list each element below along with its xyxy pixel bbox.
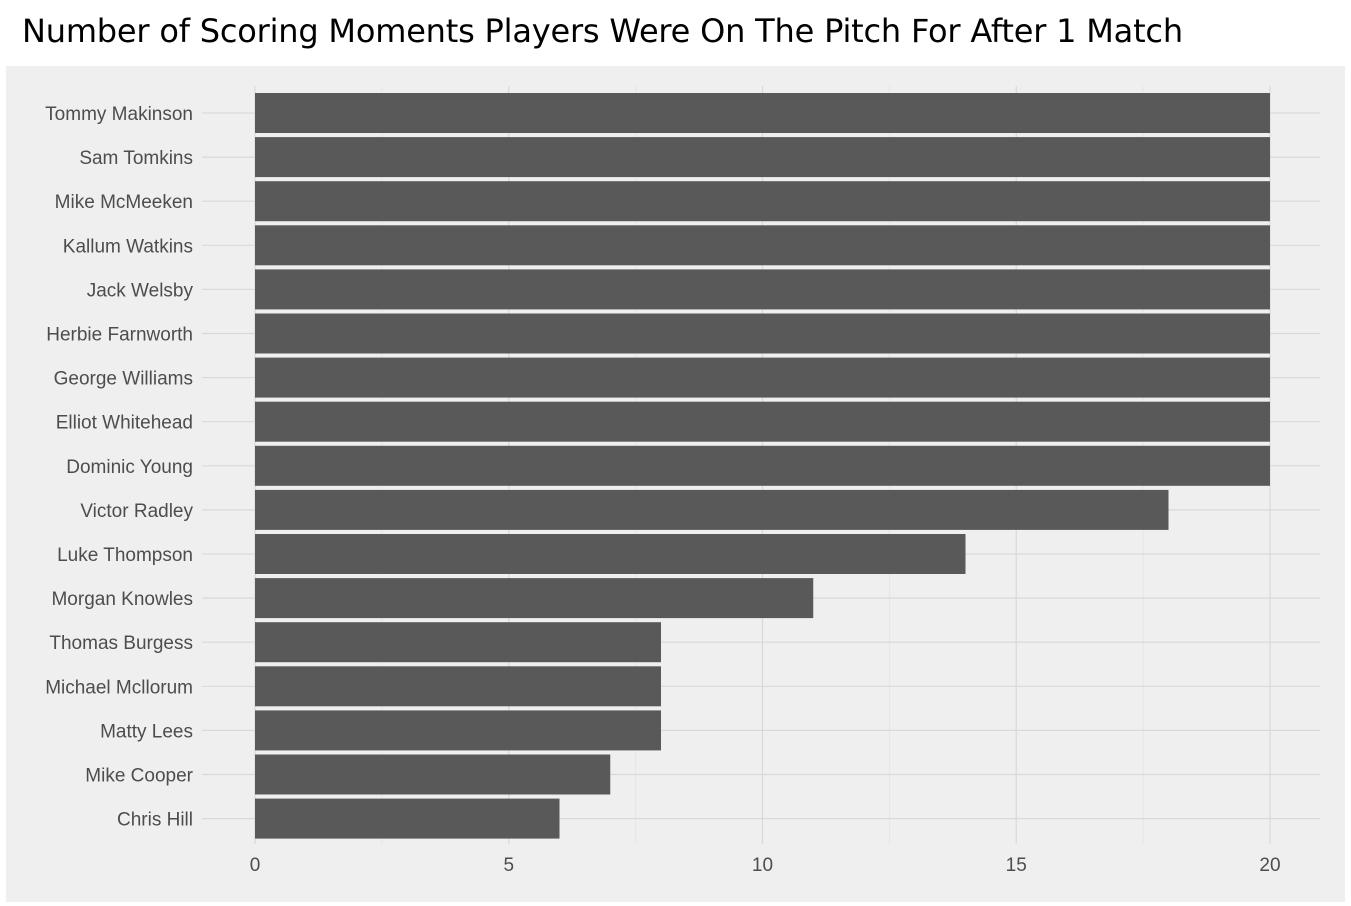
bar-herbie-farnworth — [255, 313, 1270, 354]
y-tick-label: Matty Lees — [100, 721, 193, 742]
x-tick-label: 20 — [1259, 855, 1280, 876]
bar-elliot-whitehead — [255, 401, 1270, 442]
bar-jack-welsby — [255, 269, 1270, 310]
bar-matty-lees — [255, 710, 661, 751]
bar-victor-radley — [255, 489, 1169, 530]
x-axis-labels: 0 5 10 15 20 — [250, 855, 1281, 876]
y-tick-label: Jack Welsby — [87, 280, 194, 301]
y-tick-label: Michael Mcllorum — [45, 677, 193, 698]
bar-sam-tomkins — [255, 137, 1270, 178]
bar-luke-thompson — [255, 534, 966, 574]
bar-dominic-young — [255, 445, 1270, 486]
y-tick-label: Luke Thompson — [57, 545, 193, 566]
bar-mike-cooper — [255, 754, 611, 795]
x-tick-label: 5 — [503, 855, 514, 876]
y-tick-label: Thomas Burgess — [49, 633, 193, 654]
y-tick-label: Mike Cooper — [85, 766, 193, 787]
bar-morgan-knowles — [255, 578, 814, 619]
y-tick-label: Sam Tomkins — [79, 148, 193, 169]
bar-kallum-watkins — [255, 225, 1270, 266]
chart-panel: Tommy Makinson Sam Tomkins Mike McMeeken Ka… — [6, 66, 1345, 902]
y-tick-label: Morgan Knowles — [51, 589, 193, 610]
y-tick-label: Tommy Makinson — [45, 104, 193, 125]
y-axis-labels: Tommy Makinson Sam Tomkins Mike McMeeken Ka… — [45, 104, 193, 831]
bar-chris-hill — [255, 798, 560, 839]
y-tick-label: Mike McMeeken — [55, 192, 193, 213]
bar-michael-mcllorum — [255, 666, 661, 707]
y-tick-label: Victor Radley — [80, 501, 193, 522]
y-tick-label: Kallum Watkins — [63, 236, 193, 257]
y-tick-label: Herbie Farnworth — [46, 325, 193, 346]
bar-thomas-burgess — [255, 622, 661, 663]
x-tick-label: 0 — [250, 855, 261, 876]
y-tick-label: Chris Hill — [117, 810, 193, 831]
chart-title: Number of Scoring Moments Players Were O… — [22, 12, 1183, 50]
bars — [255, 93, 1270, 839]
bar-chart: Tommy Makinson Sam Tomkins Mike McMeeken Ka… — [45, 86, 1320, 876]
y-tick-label: Dominic Young — [66, 457, 193, 478]
y-tick-label: George Williams — [54, 369, 193, 390]
bar-tommy-makinson — [255, 93, 1270, 133]
bar-george-williams — [255, 357, 1270, 398]
x-tick-label: 10 — [752, 855, 773, 876]
y-tick-label: Elliot Whitehead — [56, 413, 193, 434]
x-tick-label: 15 — [1006, 855, 1027, 876]
bar-mike-mcmeeken — [255, 181, 1270, 222]
